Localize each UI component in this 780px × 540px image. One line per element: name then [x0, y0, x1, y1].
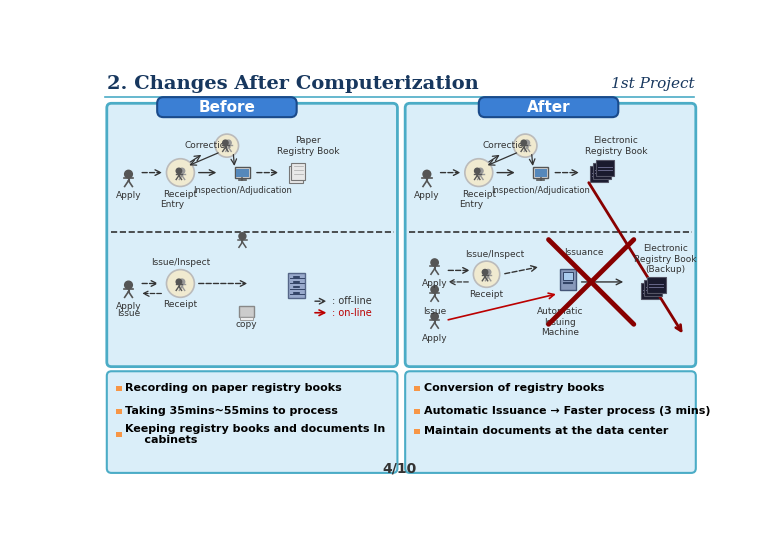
Circle shape: [215, 134, 239, 157]
FancyBboxPatch shape: [107, 372, 398, 473]
Bar: [560, 269, 576, 291]
Text: Apply: Apply: [422, 279, 448, 288]
Circle shape: [179, 168, 185, 173]
Circle shape: [431, 286, 438, 293]
FancyBboxPatch shape: [158, 97, 296, 117]
Text: Apply: Apply: [422, 334, 448, 342]
Bar: [289, 166, 303, 183]
Circle shape: [179, 279, 185, 285]
Text: 4/10: 4/10: [383, 462, 417, 476]
Circle shape: [482, 269, 488, 275]
Circle shape: [431, 313, 438, 320]
Circle shape: [477, 168, 483, 173]
Circle shape: [524, 140, 530, 145]
Bar: [239, 306, 254, 316]
Text: Electronic
Registry Book: Electronic Registry Book: [585, 136, 647, 156]
Bar: [116, 409, 122, 414]
Bar: [562, 272, 573, 280]
Bar: [414, 386, 420, 391]
Bar: [590, 166, 608, 182]
Circle shape: [521, 140, 527, 145]
Bar: [414, 429, 420, 434]
Circle shape: [176, 279, 182, 285]
Text: Issuance: Issuance: [564, 247, 603, 256]
Bar: [533, 167, 548, 178]
Bar: [240, 316, 253, 320]
Text: Inspection/Adjudication: Inspection/Adjudication: [193, 186, 292, 195]
Text: Conversion of registry books: Conversion of registry books: [424, 383, 604, 393]
Text: Inspection/Adjudication: Inspection/Adjudication: [491, 186, 590, 195]
Bar: [534, 168, 547, 177]
Circle shape: [514, 134, 537, 157]
Circle shape: [239, 233, 246, 240]
Circle shape: [473, 261, 500, 287]
Circle shape: [431, 259, 438, 266]
Text: Paper
Registry Book: Paper Registry Book: [277, 136, 339, 156]
Bar: [596, 160, 615, 176]
Text: Entry: Entry: [459, 200, 483, 208]
Text: Issue: Issue: [423, 307, 446, 315]
Text: copy: copy: [236, 320, 257, 329]
Text: Taking 35mins~55mins to process: Taking 35mins~55mins to process: [126, 406, 339, 416]
Circle shape: [423, 170, 431, 178]
Text: Automatic
Issuing
Machine: Automatic Issuing Machine: [537, 307, 583, 337]
Text: 2. Changes After Computerization: 2. Changes After Computerization: [107, 75, 479, 93]
Text: Electronic
Registry Book
(Backup): Electronic Registry Book (Backup): [634, 245, 697, 274]
Text: Apply: Apply: [115, 191, 141, 200]
Text: Issue/Inspect: Issue/Inspect: [465, 250, 524, 259]
Circle shape: [125, 170, 133, 178]
Circle shape: [166, 159, 194, 186]
Text: Keeping registry books and documents In
     cabinets: Keeping registry books and documents In …: [126, 423, 385, 445]
Bar: [236, 168, 249, 177]
Bar: [647, 278, 665, 293]
Text: Before: Before: [198, 100, 255, 114]
Bar: [414, 409, 420, 414]
Text: 1st Project: 1st Project: [611, 77, 694, 91]
Text: Receipt: Receipt: [462, 190, 496, 199]
Text: Receipt: Receipt: [470, 289, 504, 299]
Circle shape: [225, 140, 231, 145]
Circle shape: [222, 140, 228, 145]
Bar: [644, 280, 662, 296]
Text: Recording on paper registry books: Recording on paper registry books: [126, 383, 342, 393]
Bar: [288, 273, 305, 298]
Text: Issue: Issue: [117, 309, 140, 318]
Bar: [235, 167, 250, 178]
Text: Receipt: Receipt: [163, 300, 197, 309]
Text: Correction: Correction: [184, 140, 231, 150]
Bar: [116, 386, 122, 391]
Circle shape: [485, 269, 491, 275]
Bar: [116, 432, 122, 437]
Text: Receipt: Receipt: [163, 190, 197, 199]
Text: Entry: Entry: [161, 200, 185, 208]
Circle shape: [176, 168, 182, 173]
Text: : on-line: : on-line: [332, 308, 371, 318]
Text: Maintain documents at the data center: Maintain documents at the data center: [424, 426, 668, 436]
FancyBboxPatch shape: [405, 103, 696, 367]
FancyBboxPatch shape: [405, 372, 696, 473]
Bar: [593, 164, 612, 179]
Text: Correction: Correction: [482, 140, 530, 150]
Bar: [641, 284, 659, 299]
Circle shape: [465, 159, 493, 186]
Circle shape: [125, 281, 133, 289]
Text: : off-line: : off-line: [332, 296, 371, 306]
Text: Apply: Apply: [115, 302, 141, 311]
FancyBboxPatch shape: [479, 97, 619, 117]
Text: After: After: [526, 100, 570, 114]
Text: Apply: Apply: [414, 191, 440, 200]
Circle shape: [474, 168, 480, 173]
Circle shape: [166, 269, 194, 298]
Text: Automatic Issuance → Faster process (3 mins): Automatic Issuance → Faster process (3 m…: [424, 406, 711, 416]
FancyBboxPatch shape: [107, 103, 398, 367]
Text: Issue/Inspect: Issue/Inspect: [151, 258, 210, 267]
Bar: [291, 164, 305, 180]
